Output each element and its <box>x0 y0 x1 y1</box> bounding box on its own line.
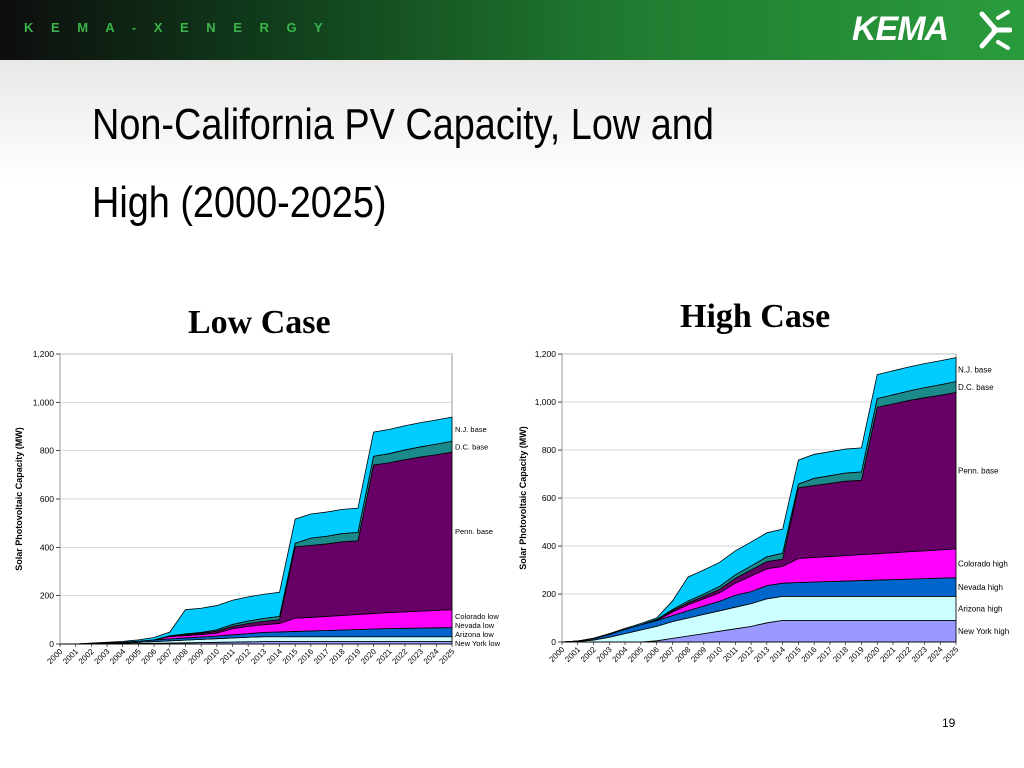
x-tick-label: 2021 <box>375 647 394 666</box>
x-tick-label: 2008 <box>674 645 693 664</box>
x-tick-label: 2022 <box>894 645 913 664</box>
y-tick-label: 1,200 <box>535 349 557 359</box>
series-label: Nevada low <box>455 621 495 630</box>
x-tick-label: 2008 <box>171 647 190 666</box>
company-tagline: K E M A - X E N E R G Y <box>24 20 330 35</box>
x-tick-label: 2016 <box>296 647 315 666</box>
x-tick-label: 2012 <box>234 647 253 666</box>
y-tick-label: 1,200 <box>33 349 55 359</box>
kema-logo: KEMA <box>852 6 1012 54</box>
x-tick-label: 2003 <box>595 645 614 664</box>
y-tick-label: 600 <box>40 494 54 504</box>
x-tick-label: 2003 <box>93 647 112 666</box>
series-label: N.J. base <box>958 366 992 375</box>
x-tick-label: 2021 <box>878 645 897 664</box>
x-tick-label: 2024 <box>926 645 945 664</box>
x-tick-label: 2005 <box>124 647 143 666</box>
logo-wordmark: KEMA <box>852 10 949 48</box>
x-tick-label: 2001 <box>563 645 582 664</box>
x-tick-label: 2017 <box>312 647 331 666</box>
x-tick-label: 2024 <box>422 647 441 666</box>
x-tick-label: 2019 <box>343 647 362 666</box>
x-tick-label: 2004 <box>611 645 630 664</box>
series-label: Nevada high <box>958 583 1003 592</box>
x-tick-label: 2011 <box>218 647 237 666</box>
x-tick-label: 2025 <box>941 645 960 664</box>
series-label: New York low <box>455 639 501 648</box>
x-tick-label: 2023 <box>910 645 929 664</box>
low-case-chart: 02004006008001,0001,20020002001200220032… <box>14 349 501 666</box>
x-tick-label: 2001 <box>61 647 80 666</box>
series-label: Penn. base <box>455 527 493 536</box>
y-tick-label: 800 <box>542 445 556 455</box>
series-label: New York high <box>958 627 1009 636</box>
x-tick-label: 2025 <box>437 647 456 666</box>
series-label: Colorado high <box>958 559 1008 568</box>
y-tick-label: 600 <box>542 493 556 503</box>
logo-bolt-icon <box>979 10 1012 50</box>
x-tick-label: 2014 <box>768 645 787 664</box>
x-tick-label: 2022 <box>390 647 409 666</box>
x-tick-label: 2013 <box>249 647 268 666</box>
x-tick-label: 2007 <box>658 645 677 664</box>
series-label: Colorado low <box>455 612 499 621</box>
x-tick-label: 2009 <box>187 647 206 666</box>
y-axis-label: Solar Photovoltaic Capacity (MW) <box>518 426 528 570</box>
y-tick-label: 0 <box>551 637 556 647</box>
x-tick-label: 2009 <box>689 645 708 664</box>
x-tick-label: 2015 <box>784 645 803 664</box>
x-tick-label: 2018 <box>328 647 347 666</box>
x-tick-label: 2020 <box>863 645 882 664</box>
x-tick-label: 2018 <box>831 645 850 664</box>
x-tick-label: 2006 <box>642 645 661 664</box>
series-label: Arizona high <box>958 604 1002 613</box>
y-tick-label: 0 <box>49 639 54 649</box>
y-tick-label: 400 <box>40 542 54 552</box>
header-sheen <box>0 60 1024 180</box>
series-label: D.C. base <box>455 443 488 452</box>
x-tick-label: 2012 <box>737 645 756 664</box>
x-tick-label: 2007 <box>155 647 174 666</box>
x-tick-label: 2023 <box>406 647 425 666</box>
x-tick-label: 2010 <box>705 645 724 664</box>
x-tick-label: 2010 <box>202 647 221 666</box>
series-label: N.J. base <box>455 425 487 434</box>
area-series-nj <box>60 416 453 645</box>
low-case-heading: Low Case <box>188 304 331 341</box>
x-tick-label: 2000 <box>45 647 64 666</box>
y-axis-label: Solar Photovoltaic Capacity (MW) <box>14 427 24 571</box>
y-tick-label: 400 <box>542 541 556 551</box>
series-label: Arizona low <box>455 630 494 639</box>
slide-title: Non-California PV Capacity, Low and High… <box>92 100 714 227</box>
x-tick-label: 2004 <box>108 647 127 666</box>
x-tick-label: 2019 <box>847 645 866 664</box>
x-tick-label: 2000 <box>547 645 566 664</box>
x-tick-label: 2013 <box>752 645 771 664</box>
x-tick-label: 2002 <box>579 645 598 664</box>
y-tick-label: 200 <box>542 589 556 599</box>
x-tick-label: 2002 <box>77 647 96 666</box>
x-tick-label: 2015 <box>281 647 300 666</box>
x-tick-label: 2014 <box>265 647 284 666</box>
page-number: 19 <box>942 716 956 730</box>
y-tick-label: 1,000 <box>33 397 55 407</box>
x-tick-label: 2017 <box>815 645 834 664</box>
series-label: D.C. base <box>958 383 994 392</box>
series-label: Penn. base <box>958 467 999 476</box>
high-case-heading: High Case <box>680 298 831 335</box>
high-case-chart: 02004006008001,0001,20020002001200220032… <box>518 349 1009 664</box>
x-tick-label: 2020 <box>359 647 378 666</box>
y-tick-label: 800 <box>40 446 54 456</box>
x-tick-label: 2006 <box>140 647 159 666</box>
x-tick-label: 2005 <box>626 645 645 664</box>
x-tick-label: 2016 <box>800 645 819 664</box>
y-tick-label: 1,000 <box>535 397 557 407</box>
x-tick-label: 2011 <box>721 645 740 664</box>
area-series-nj <box>561 357 957 643</box>
header-banner: K E M A - X E N E R G Y KEMA <box>0 0 1024 60</box>
y-tick-label: 200 <box>40 591 54 601</box>
